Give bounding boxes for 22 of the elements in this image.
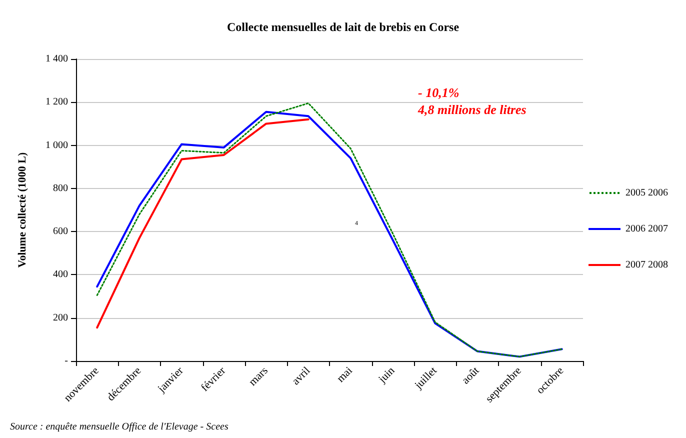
legend-label: 2005 2006 (626, 188, 668, 198)
y-tick-label: 1 200 (46, 96, 68, 108)
x-tick-label: juin (376, 364, 398, 386)
line-series (96, 118, 310, 329)
x-tick-label: avril (290, 364, 313, 388)
y-axis-title: Volume collecté (1000 L) (16, 152, 28, 268)
annotation: 4,8 millions de litres (417, 102, 526, 117)
y-tick-label: 1 400 (46, 54, 68, 64)
x-tick-label: mai (334, 364, 355, 385)
source-note: Source : enquête mensuelle Office de l'Elevage - Scees (10, 422, 228, 432)
x-tick-label: août (460, 364, 482, 387)
x-tick-label: mars (246, 364, 270, 388)
y-tick-label: 800 (53, 182, 68, 194)
chart-title: Collecte mensuelles de lait de brebis en Corse (226, 20, 460, 34)
annotation: - 10,1% (418, 85, 460, 100)
y-tick-label: 400 (53, 269, 68, 280)
legend-label: 2007 2008 (626, 260, 668, 270)
y-tick-label: 1 000 (46, 140, 68, 151)
y-tick-label: 200 (53, 312, 68, 324)
y-tick-label: - (64, 356, 68, 366)
legend-label: 2006 2007 (626, 224, 668, 234)
y-tick-label: 600 (53, 226, 68, 238)
